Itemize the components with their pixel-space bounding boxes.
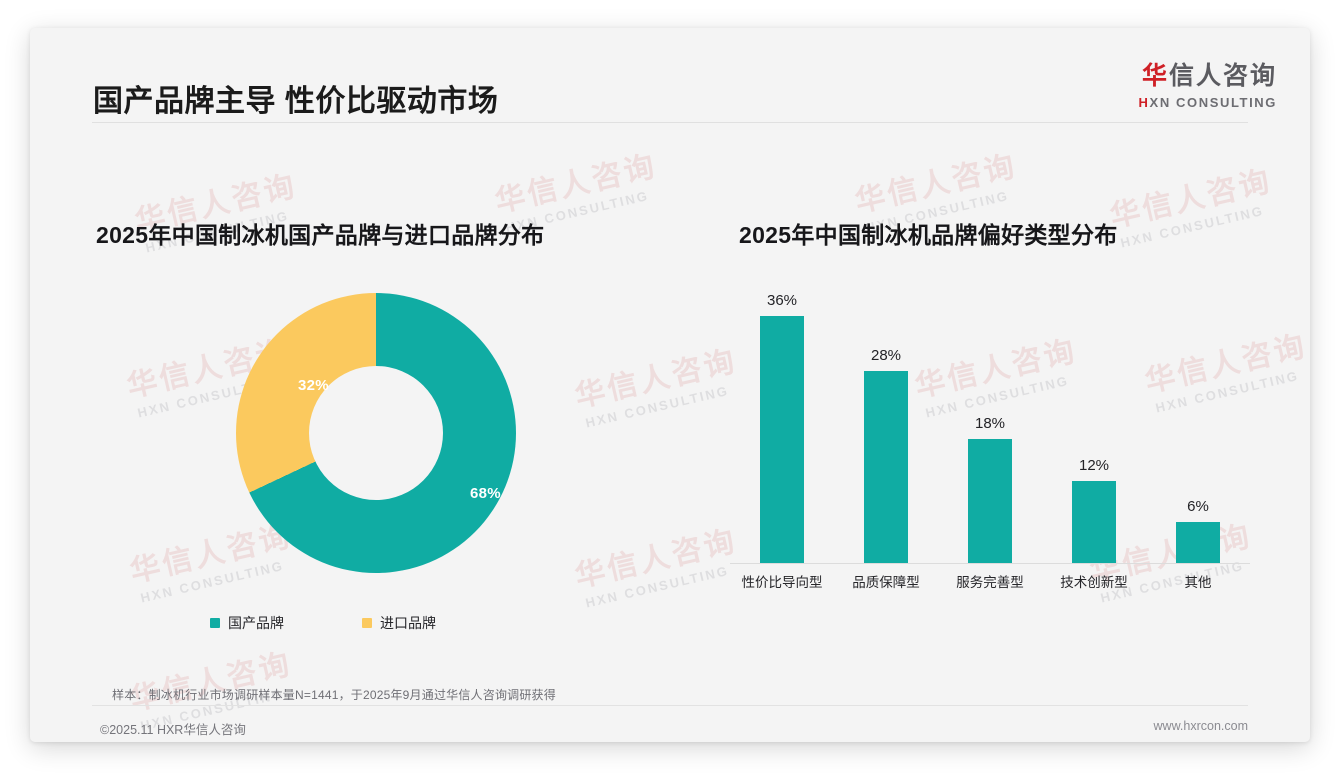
legend-swatch-teal [210, 618, 220, 628]
logo-chinese-text: 华信人咨询 [1139, 56, 1277, 92]
bar-rect[interactable] [864, 370, 908, 563]
logo-cn-highlight: 华 [1141, 62, 1169, 90]
bar-category-label: 品质保障型 [852, 575, 920, 590]
logo-english-text: HXN CONSULTING [1139, 95, 1277, 110]
header-divider [92, 122, 1248, 123]
bar-chart-title: 2025年中国制冰机品牌偏好类型分布 [739, 222, 1118, 248]
legend-swatch-yellow [362, 618, 372, 628]
logo-en-rest: XN CONSULTING [1149, 95, 1277, 110]
bar-chart: 36% 28% 18% 12% 6% 性价比导向型 品质保障型 服务完善型 技术创新型 其他 [730, 288, 1250, 591]
bar-value-label: 6% [1187, 497, 1209, 515]
bar-value-label: 28% [870, 346, 902, 364]
bar-value-label: 36% [766, 291, 798, 309]
logo-cn-rest: 信人咨询 [1168, 62, 1277, 90]
legend-item-domestic[interactable]: 国产品牌 [210, 613, 284, 633]
slide-header: 国产品牌主导 性价比驱动市场 华信人咨询 HXN CONSULTING [30, 28, 1310, 124]
bar-rect[interactable] [1176, 521, 1220, 563]
source-footnote: 样本：制冰机行业市场调研样本量N=1441，于2025年9月通过华信人咨询调研获… [112, 688, 556, 702]
donut-chart-title: 2025年中国制冰机国产品牌与进口品牌分布 [96, 222, 545, 248]
bar-value-label: 18% [974, 415, 1006, 433]
page-title: 国产品牌主导 性价比驱动市场 [93, 85, 499, 118]
bar-column[interactable]: 18% [940, 288, 1040, 563]
panel-donut-chart: 2025年中国制冰机国产品牌与进口品牌分布 68% 32% 国产品牌 进口品牌 [70, 188, 670, 668]
bar-category-label: 技术创新型 [1060, 575, 1128, 590]
bar-columns: 36% 28% 18% 12% 6% [730, 288, 1250, 563]
legend-item-imported[interactable]: 进口品牌 [362, 613, 436, 633]
bar-category-labels: 性价比导向型 品质保障型 服务完善型 技术创新型 其他 [730, 571, 1250, 591]
footer-website[interactable]: www.hxrcon.com [1153, 719, 1248, 733]
panel-bar-chart: 2025年中国制冰机品牌偏好类型分布 36% 28% 18% 12% 6% 性价比导向型… [690, 188, 1270, 668]
bar-baseline-axis [730, 563, 1250, 564]
bar-rect[interactable] [760, 315, 804, 563]
logo-en-highlight: H [1138, 95, 1150, 110]
donut-center-hole [309, 366, 443, 500]
donut-slice-label-domestic: 68% [470, 485, 501, 502]
footer-copyright: ©2025.11 HXR华信人咨询 [100, 723, 246, 737]
bar-column[interactable]: 28% [836, 288, 936, 563]
donut-legend: 国产品牌 进口品牌 [210, 613, 436, 633]
legend-label-domestic: 国产品牌 [228, 615, 284, 631]
footer-divider [92, 705, 1248, 706]
bar-rect[interactable] [1072, 480, 1116, 563]
legend-label-imported: 进口品牌 [380, 615, 436, 631]
brand-logo: 华信人咨询 HXN CONSULTING [1139, 56, 1277, 110]
bar-category-label: 性价比导向型 [741, 575, 823, 590]
bar-column[interactable]: 6% [1148, 288, 1248, 563]
donut-chart: 68% 32% [236, 293, 516, 573]
bar-column[interactable]: 12% [1044, 288, 1144, 563]
bar-column[interactable]: 36% [732, 288, 832, 563]
bar-category-label: 其他 [1184, 575, 1212, 590]
bar-value-label: 12% [1078, 456, 1110, 474]
bar-rect[interactable] [968, 439, 1012, 563]
slide-card: 华信人咨询 HXN CONSULTING 华信人咨询 HXN CONSULTIN… [30, 28, 1310, 742]
donut-slice-label-imported: 32% [298, 377, 329, 394]
bar-category-label: 服务完善型 [956, 575, 1024, 590]
